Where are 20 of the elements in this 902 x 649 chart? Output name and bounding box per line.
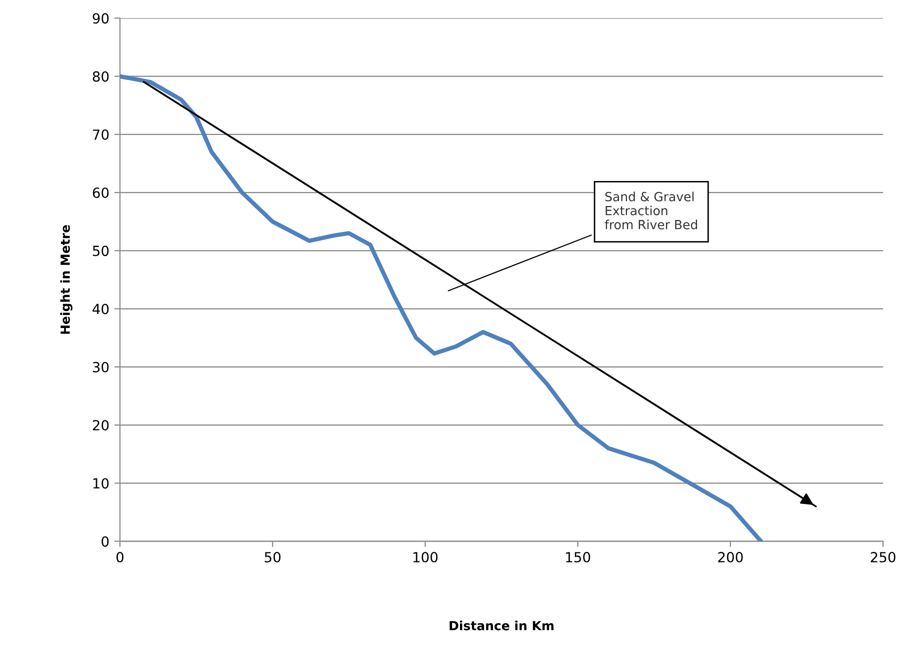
annotation: Sand & Gravel Extraction from River Bed [604, 192, 698, 230]
y-tick-label: 80 [92, 71, 109, 82]
x-tick-label: 250 [870, 552, 896, 562]
y-tick-label: 40 [92, 304, 109, 314]
y-tick-label: 30 [92, 362, 109, 372]
x-tick-label: 50 [264, 552, 280, 562]
x-tick-label: 150 [566, 552, 590, 562]
line-series [120, 74, 764, 542]
x-tick-label: 200 [718, 552, 743, 562]
y-tick-label: 60 [92, 188, 109, 198]
x-tick-label: 100 [413, 552, 438, 562]
y-axis-title: Height in Metre [60, 225, 72, 334]
y-tick-label: 70 [93, 129, 109, 140]
x-tick-label: 0 [116, 552, 124, 562]
y-tick-label: 0 [102, 536, 109, 547]
y-tick-label: 20 [92, 420, 109, 430]
x-axis-title: Distance in Km [450, 620, 554, 630]
y-tick-label: 50 [92, 246, 109, 256]
y-tick-label: 10 [93, 478, 109, 489]
y-tick-label: 90 [92, 13, 109, 24]
